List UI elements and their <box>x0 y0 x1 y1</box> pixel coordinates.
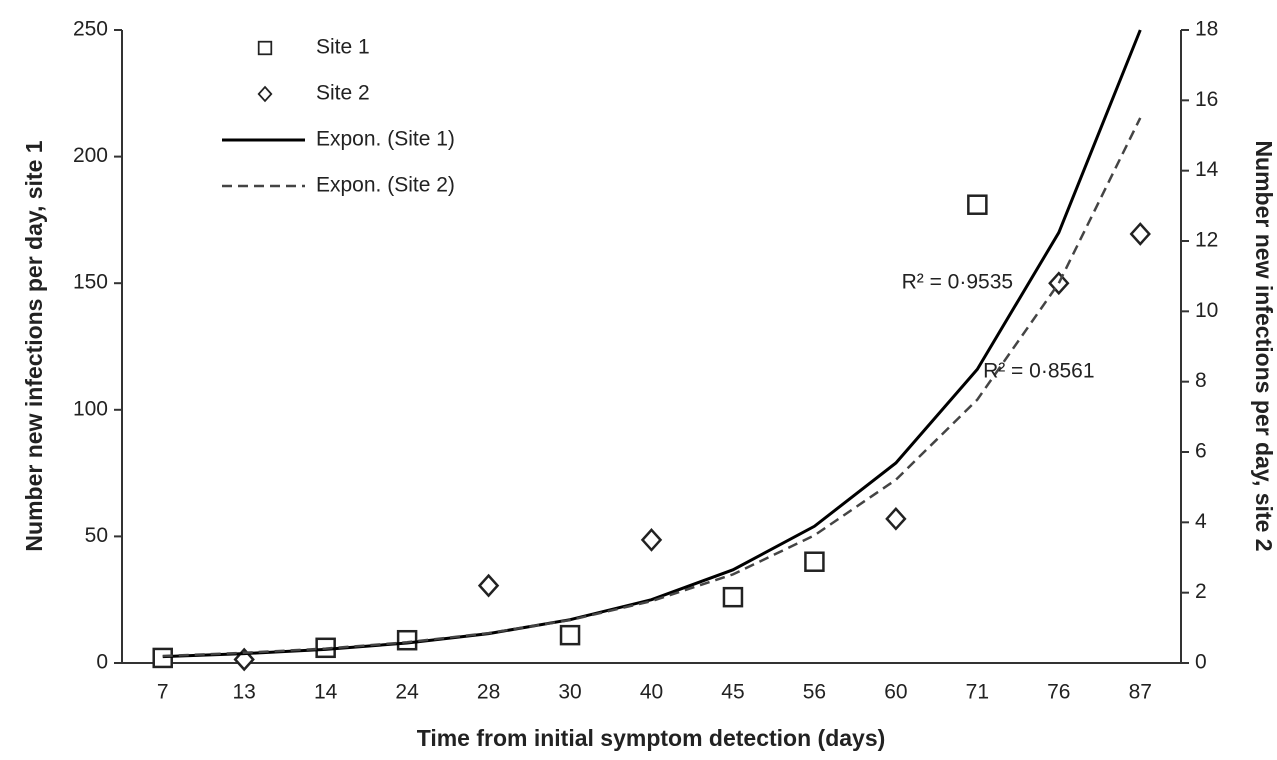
y-tick-label: 150 <box>73 271 108 294</box>
trend-line <box>162 29 1142 659</box>
y2-axis-title: Number new infections per day, site 2 <box>1251 140 1277 551</box>
point <box>640 528 663 552</box>
trend-line <box>162 117 1142 658</box>
point <box>559 624 581 646</box>
legend-swatch <box>257 40 273 56</box>
legend-label: Site 2 <box>316 82 370 105</box>
legend-label: Expon. (Site 2) <box>316 174 455 197</box>
x-tick-label: 71 <box>966 681 989 704</box>
point <box>1129 222 1151 246</box>
x-tick-label: 87 <box>1129 681 1152 704</box>
x-tick-label: 30 <box>558 681 581 704</box>
y2-tick-label: 0 <box>1195 651 1207 674</box>
y2-tick-label: 4 <box>1195 510 1207 533</box>
annotation: R² = 0·9535 <box>902 271 1013 294</box>
x-tick-label: 76 <box>1047 681 1070 704</box>
y2-tick-label: 6 <box>1195 440 1207 463</box>
legend-label: Expon. (Site 1) <box>316 128 455 151</box>
x-tick-label: 60 <box>884 681 907 704</box>
point <box>967 194 988 215</box>
x-tick-label: 13 <box>233 681 256 704</box>
point <box>477 573 500 598</box>
point <box>804 551 825 572</box>
y-axis-title: Number new infections per day, site 1 <box>21 140 47 551</box>
legend-swatch <box>257 85 273 103</box>
point <box>885 506 907 531</box>
y2-tick-label: 8 <box>1195 369 1207 392</box>
point <box>722 586 744 608</box>
x-tick-label: 7 <box>157 681 169 704</box>
y2-tick-label: 16 <box>1195 88 1218 111</box>
y2-tick-label: 18 <box>1195 18 1218 41</box>
x-tick-label: 14 <box>314 681 338 704</box>
y-tick-label: 250 <box>73 18 108 41</box>
y2-tick-label: 14 <box>1195 158 1219 181</box>
y-tick-label: 200 <box>73 144 108 167</box>
legend-label: Site 1 <box>316 36 370 59</box>
y2-tick-label: 10 <box>1195 299 1218 322</box>
y-tick-label: 100 <box>73 397 108 420</box>
y2-tick-label: 12 <box>1195 229 1218 252</box>
y2-tick-label: 2 <box>1195 580 1207 603</box>
point <box>152 647 173 669</box>
x-tick-label: 40 <box>640 681 663 704</box>
x-axis-title: Time from initial symptom detection (day… <box>417 725 886 751</box>
x-tick-label: 56 <box>803 681 826 704</box>
x-tick-label: 28 <box>477 681 500 704</box>
x-tick-label: 24 <box>395 681 419 704</box>
x-tick-label: 45 <box>721 681 744 704</box>
annotation: R² = 0·8561 <box>983 359 1094 382</box>
point <box>396 629 418 651</box>
y-tick-label: 50 <box>85 524 108 547</box>
y-tick-label: 0 <box>96 651 108 674</box>
